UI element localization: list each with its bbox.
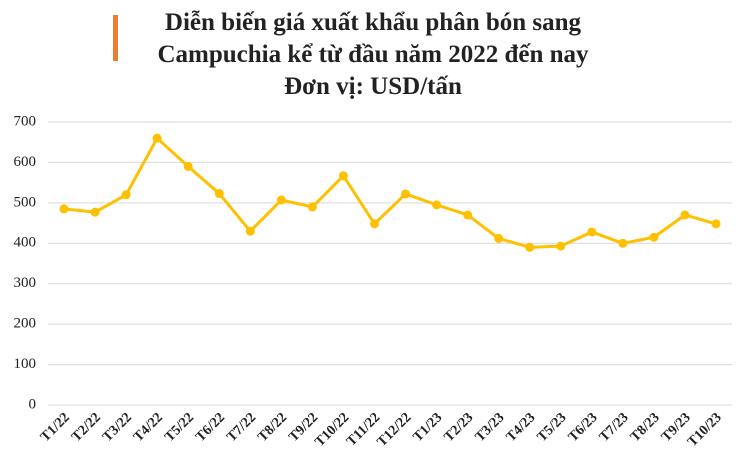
x-tick-label: T2/22 xyxy=(69,410,104,445)
x-tick-label: T10/22 xyxy=(312,410,352,450)
data-point xyxy=(649,232,659,242)
data-point xyxy=(369,219,379,229)
y-tick-label: 0 xyxy=(29,396,37,412)
y-tick-label: 100 xyxy=(14,356,37,372)
data-point xyxy=(401,189,411,199)
chart-subtitle: Đơn vị: USD/tấn xyxy=(284,73,462,100)
x-tick-label: T3/22 xyxy=(100,410,135,445)
data-point xyxy=(152,133,162,143)
x-tick-label: T1/22 xyxy=(38,410,73,445)
x-tick-label: T6/23 xyxy=(566,410,601,445)
x-tick-label: T8/23 xyxy=(628,410,663,445)
x-tick-label: T3/23 xyxy=(473,410,508,445)
data-point xyxy=(680,210,690,220)
y-tick-label: 300 xyxy=(14,275,37,291)
data-point xyxy=(59,204,69,214)
data-point xyxy=(307,202,317,212)
data-point xyxy=(338,171,348,181)
x-tick-label: T4/23 xyxy=(504,410,539,445)
y-tick-label: 600 xyxy=(14,154,37,170)
data-point xyxy=(90,207,100,217)
data-point xyxy=(525,242,535,252)
data-point xyxy=(245,226,255,236)
x-tick-label: T5/22 xyxy=(162,410,197,445)
chart-title: Campuchia kể từ đầu năm 2022 đến nay xyxy=(157,41,589,68)
data-point xyxy=(711,219,721,229)
x-tick-label: T4/22 xyxy=(131,410,166,445)
data-point xyxy=(556,241,566,251)
y-tick-label: 200 xyxy=(14,316,37,332)
data-line xyxy=(63,136,717,249)
data-point xyxy=(121,190,131,200)
data-point xyxy=(618,238,628,248)
data-point xyxy=(214,189,224,199)
x-tick-label: T10/23 xyxy=(685,410,725,450)
data-point xyxy=(183,161,193,171)
x-tick-label: T12/22 xyxy=(375,410,415,450)
x-tick-label: T1/23 xyxy=(411,410,446,445)
chart-title: Diễn biến giá xuất khẩu phân bón sang xyxy=(165,9,582,36)
x-tick-label: T5/23 xyxy=(535,410,570,445)
x-tick-label: T8/22 xyxy=(255,410,290,445)
x-tick-label: T2/23 xyxy=(442,410,477,445)
data-point xyxy=(276,195,286,205)
data-point xyxy=(432,200,442,210)
data-point xyxy=(463,210,473,220)
data-point xyxy=(587,227,597,237)
x-tick-label: T6/22 xyxy=(193,410,228,445)
x-tick-label: T7/23 xyxy=(597,410,632,445)
x-tick-label: T7/22 xyxy=(224,410,259,445)
y-tick-label: 400 xyxy=(14,235,37,251)
y-tick-label: 500 xyxy=(14,194,37,210)
title-accent xyxy=(113,15,118,61)
y-tick-label: 700 xyxy=(14,113,37,129)
data-point xyxy=(494,233,504,243)
